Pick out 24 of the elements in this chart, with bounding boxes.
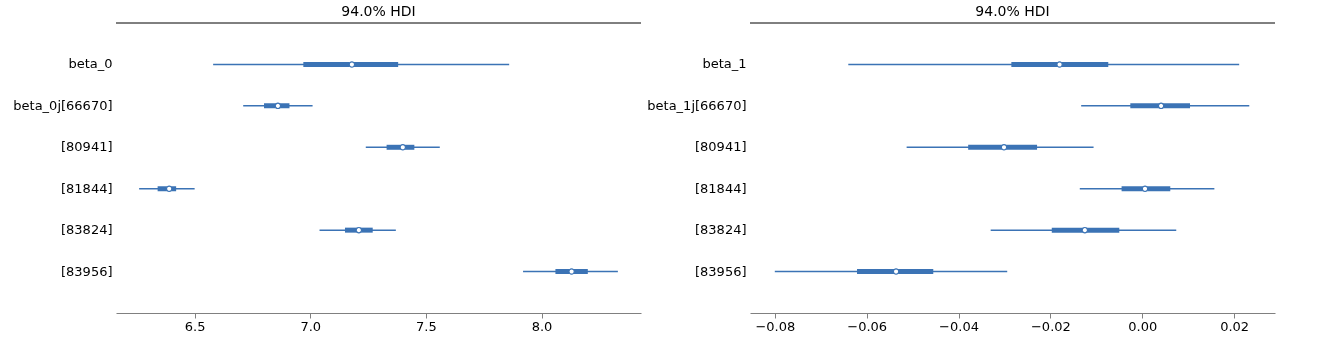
x-tick-label: −0.08 [755, 318, 796, 334]
y-tick-label: beta_0 [68, 56, 113, 72]
y-tick-label: [80941] [695, 139, 747, 155]
y-tick-label: [83956] [695, 263, 747, 279]
x-tick-label: 7.0 [300, 318, 322, 334]
x-tick-label: −0.02 [1030, 318, 1071, 334]
y-tick-label: beta_1j[66670] [647, 97, 747, 113]
y-tick-label: [81844] [695, 180, 747, 196]
x-tick-label: 7.5 [416, 318, 437, 334]
x-tick-label: 0.00 [1128, 318, 1158, 334]
x-tick-label: 6.5 [184, 318, 206, 334]
x-tick-label: −0.04 [939, 318, 979, 334]
x-tick-label: 8.0 [531, 318, 553, 334]
y-tick-label: [83824] [61, 222, 113, 238]
y-tick-label: [80941] [61, 139, 113, 155]
y-tick-label: [81844] [61, 180, 113, 196]
y-tick-label: beta_1 [702, 56, 747, 72]
x-tick-label: 0.02 [1220, 318, 1250, 334]
chart-title: 94.0% HDI [341, 2, 416, 19]
y-tick-label: [83824] [695, 222, 747, 238]
y-tick-label: beta_0j[66670] [13, 97, 113, 113]
x-tick-label: −0.06 [847, 318, 888, 334]
y-tick-label: [83956] [61, 263, 113, 279]
chart-title: 94.0% HDI [975, 2, 1050, 19]
